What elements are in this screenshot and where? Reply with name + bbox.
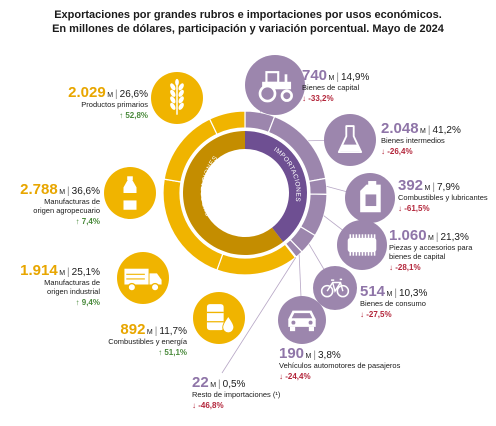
share: 7,9%	[437, 182, 460, 193]
variation: ↑ 52,8%	[119, 111, 148, 120]
category-label: bienes de capital	[389, 252, 446, 261]
category-label: origen industrial	[47, 287, 100, 296]
chart-title: Exportaciones por grandes rubros e impor…	[54, 9, 442, 21]
variation: ↓ -27,5%	[360, 310, 392, 319]
bottle-icon	[104, 167, 156, 219]
value-line: 2.788 M | 36,6%	[20, 181, 100, 198]
inner-ring-exports	[183, 131, 284, 255]
category-label: Manufacturas de	[44, 197, 100, 206]
category-label: Resto de importaciones (¹)	[192, 390, 281, 399]
unit: M	[59, 189, 65, 196]
unit: M	[59, 270, 65, 277]
variation: ↑ 51,1%	[158, 348, 187, 357]
variation: ↓ -61,5%	[398, 204, 430, 213]
value: 2.788	[20, 181, 58, 198]
unit: M	[107, 92, 113, 99]
unit: M	[329, 75, 335, 82]
chart-title-block: Exportaciones por grandes rubros e impor…	[0, 8, 496, 36]
label-combustibles-y-lubricantes: 392 M | 7,9%Combustibles y lubricantes ↓ -61…	[398, 177, 488, 213]
flask-icon	[324, 114, 376, 166]
truck-icon	[117, 252, 169, 304]
unit: M	[147, 329, 153, 336]
category-label: Productos primarios	[81, 100, 148, 109]
tractor-icon	[245, 55, 305, 115]
share: 14,9%	[341, 72, 369, 83]
connector-line	[221, 257, 297, 374]
category-label: Combustibles y lubricantes	[398, 193, 488, 202]
category-label: Vehículos automotores de pasajeros	[279, 361, 401, 370]
variation: ↑ 7,4%	[76, 217, 100, 226]
category-label: Bienes de consumo	[360, 299, 426, 308]
value-line: 190 M | 3,8%	[279, 345, 341, 362]
share: 21,3%	[441, 232, 469, 243]
label-bienes-de-capital: 740 M | 14,9%Bienes de capital ↓ -33,2%	[302, 67, 369, 103]
unit: M	[387, 291, 393, 298]
category-label: Bienes intermedios	[381, 136, 445, 145]
variation: ↓ -24,4%	[279, 372, 311, 381]
unit: M	[428, 235, 434, 242]
share: 10,3%	[399, 288, 427, 299]
value: 740	[302, 67, 327, 84]
category-label: Manufacturas de	[44, 278, 100, 287]
value-line: 1.060 M | 21,3%	[389, 227, 469, 244]
value: 2.048	[381, 120, 419, 137]
value: 2.029	[68, 84, 106, 101]
share: 36,6%	[72, 186, 100, 197]
category-label: Piezas y accesorios para	[389, 243, 473, 252]
value-line: 514 M | 10,3%	[360, 283, 427, 300]
value-line: 892 M | 11,7%	[120, 321, 187, 338]
share: 11,7%	[159, 326, 187, 337]
share: 41,2%	[433, 125, 461, 136]
value: 1.060	[389, 227, 427, 244]
gear-part-icon	[337, 220, 387, 270]
unit: M	[425, 185, 431, 192]
chart-subtitle: En millones de dólares, participación y …	[52, 23, 444, 35]
value-line: 392 M | 7,9%	[398, 177, 460, 194]
value: 514	[360, 283, 386, 300]
category-label: origen agropecuario	[33, 206, 100, 215]
category-label: Combustibles y energía	[108, 337, 188, 346]
inner-ring-imports	[245, 131, 308, 242]
ring-segment-combustibles-y-lubricantes	[308, 177, 328, 195]
bicycle-icon	[313, 266, 357, 310]
value-line: 740 M | 14,9%	[302, 67, 369, 84]
variation: ↓ -28,1%	[389, 263, 421, 272]
label-bienes-de-consumo: 514 M | 10,3%Bienes de consumo ↓ -27,5%	[360, 283, 427, 319]
wheat-icon	[151, 72, 203, 124]
unit: M	[306, 353, 312, 360]
value: 892	[120, 321, 145, 338]
value: 190	[279, 345, 304, 362]
value: 1.914	[20, 262, 58, 279]
variation: ↑ 9,4%	[76, 298, 100, 307]
oil-barrel-icon	[193, 292, 245, 344]
car-icon	[278, 296, 326, 344]
value-line: 2.029 M | 26,6%	[68, 84, 148, 101]
label-vehiculos-automotores-de-pasajeros: 190 M | 3,8%Vehículos automotores de pasaje…	[279, 345, 401, 381]
share: 25,1%	[72, 267, 100, 278]
share: 3,8%	[318, 350, 341, 361]
value-line: 22 M | 0,5%	[192, 374, 246, 391]
label-bienes-intermedios: 2.048 M | 41,2%Bienes intermedios ↓ -26,4%	[381, 120, 461, 156]
label-piezas-y-accesorios-para-bienes-de-capital: 1.060 M | 21,3%Piezas y accesorios parabien…	[389, 227, 473, 272]
label-combustibles-y-energia: 892 M | 11,7%Combustibles y energía ↑ 51,1%	[108, 321, 188, 357]
value: 392	[398, 177, 423, 194]
unit: M	[210, 382, 216, 389]
label-resto-de-importaciones: 22 M | 0,5%Resto de importaciones (¹) ↓ -46,…	[192, 374, 281, 410]
value: 22	[192, 374, 209, 391]
unit: M	[420, 128, 426, 135]
variation: ↓ -26,4%	[381, 147, 413, 156]
value-line: 1.914 M | 25,1%	[20, 262, 100, 279]
value-line: 2.048 M | 41,2%	[381, 120, 461, 137]
variation: ↓ -46,8%	[192, 401, 224, 410]
share: 26,6%	[120, 89, 148, 100]
fuel-can-icon	[345, 173, 395, 223]
label-productos-primarios: 2.029 M | 26,6%Productos primarios ↑ 52,8%	[68, 84, 148, 120]
ring-segment-combustibles-y-energia	[208, 110, 246, 136]
variation: ↓ -33,2%	[302, 94, 334, 103]
share: 0,5%	[223, 379, 246, 390]
category-label: Bienes de capital	[302, 83, 359, 92]
